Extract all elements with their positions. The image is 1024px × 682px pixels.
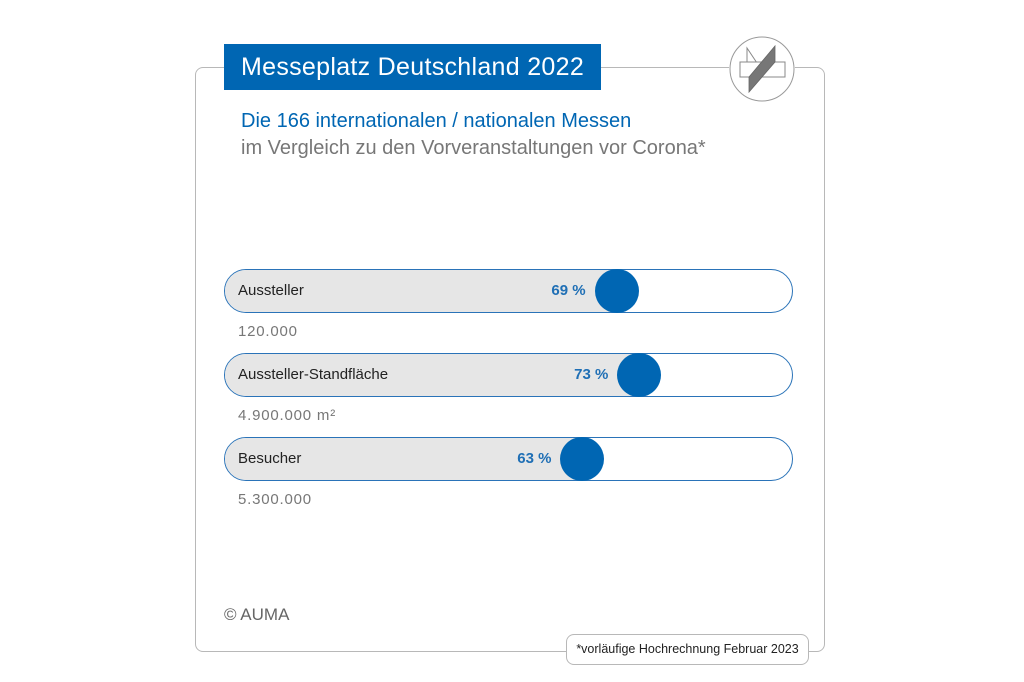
value-label: 73 % xyxy=(574,366,609,383)
subtitle-line-1: Die 166 internationalen / nationalen Mes… xyxy=(241,110,632,132)
value-label: 69 % xyxy=(551,282,586,299)
footnote: *vorläufige Hochrechnung Februar 2023 xyxy=(566,634,809,665)
bar-label: Aussteller-Standfläche xyxy=(238,366,389,383)
absolute-value: 4.900.000 m² xyxy=(238,407,336,424)
bar-label: Besucher xyxy=(238,450,302,467)
subtitle-line-2: im Vergleich zu den Vorveranstaltungen v… xyxy=(241,137,706,159)
absolute-value: 120.000 xyxy=(238,323,298,340)
page-title: Messeplatz Deutschland 2022 xyxy=(224,44,601,90)
bar-track: Aussteller-Standfläche 73 % xyxy=(224,353,793,397)
bar-track: Aussteller 69 % xyxy=(224,269,793,313)
bar-track: Besucher 63 % xyxy=(224,437,793,481)
value-label: 63 % xyxy=(517,450,552,467)
bar-fill xyxy=(225,354,641,396)
bar-fill xyxy=(225,438,584,480)
value-marker xyxy=(617,353,662,397)
bar-label: Aussteller xyxy=(238,282,304,299)
auma-logo-icon xyxy=(729,36,795,102)
value-marker xyxy=(594,269,639,313)
absolute-value: 5.300.000 xyxy=(238,491,312,508)
bar-fill xyxy=(225,270,618,312)
copyright: © AUMA xyxy=(224,605,290,624)
value-marker xyxy=(560,437,605,481)
